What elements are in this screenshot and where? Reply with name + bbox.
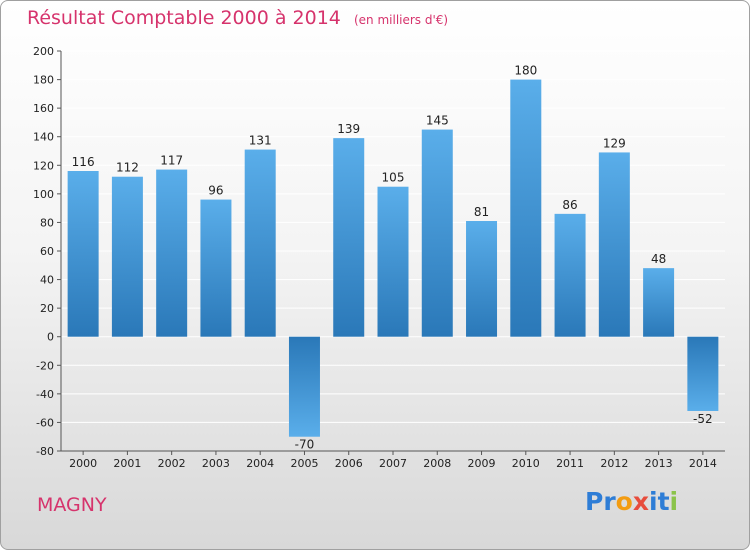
data-label: 180 <box>514 64 537 78</box>
bar-2005 <box>288 336 320 437</box>
bar-2002 <box>156 169 188 337</box>
town-name: MAGNY <box>37 494 107 516</box>
x-tick-label: 2013 <box>645 457 673 470</box>
data-label: -52 <box>693 412 713 426</box>
bar-2007 <box>377 186 409 337</box>
x-tick-label: 2007 <box>379 457 407 470</box>
x-tick-label: 2014 <box>689 457 717 470</box>
x-tick-label: 2004 <box>246 457 274 470</box>
data-label: 48 <box>651 252 666 266</box>
bar-2012 <box>598 152 630 337</box>
y-tick-label: -80 <box>36 445 54 458</box>
data-label: 105 <box>382 171 405 185</box>
x-tick-label: 2008 <box>423 457 451 470</box>
proxiti-logo: Proxiti <box>585 487 678 516</box>
bar-2006 <box>333 138 365 337</box>
x-tick-labels: 2000 2001 2002 2003 2004 2005 2006 2007 2008 2009… <box>69 457 717 470</box>
bar-2014 <box>687 336 719 411</box>
bar-2000 <box>67 171 99 337</box>
logo-letter: o <box>615 487 633 516</box>
y-tick-label: -20 <box>36 359 54 372</box>
bar-2003 <box>200 199 232 337</box>
bar-2010 <box>510 79 542 337</box>
data-label: -70 <box>295 438 315 452</box>
bar-2009 <box>466 221 498 337</box>
x-tick-label: 2003 <box>202 457 230 470</box>
y-tick-label: -40 <box>36 388 54 401</box>
data-label: 129 <box>603 136 626 150</box>
y-tick-label: 120 <box>33 159 54 172</box>
y-tick-label: 140 <box>33 131 54 144</box>
y-tick-label: -60 <box>36 416 54 429</box>
data-labels: 116 112 117 96 131 -70 139 105 145 81 180 86 129 48 -5… <box>72 64 713 452</box>
chart-title: Résultat Comptable 2000 à 2014 <box>27 7 341 29</box>
x-tick-label: 2006 <box>335 457 363 470</box>
y-tick-label: 60 <box>40 245 54 258</box>
y-tick-label: 20 <box>40 302 54 315</box>
logo-letter: i <box>649 487 658 516</box>
x-tick-label: 2005 <box>290 457 318 470</box>
data-label: 139 <box>337 122 360 136</box>
x-tick-label: 2012 <box>600 457 628 470</box>
data-label: 131 <box>249 134 272 148</box>
x-tick-label: 2000 <box>69 457 97 470</box>
data-label: 112 <box>116 161 139 175</box>
axes <box>57 50 725 455</box>
x-tick-label: 2010 <box>512 457 540 470</box>
data-label: 81 <box>474 205 489 219</box>
bar-2004 <box>244 149 276 337</box>
data-label: 86 <box>562 198 577 212</box>
logo-letter: P <box>585 487 604 516</box>
logo-letter: x <box>632 487 649 516</box>
y-tick-label: 200 <box>33 45 54 58</box>
y-tick-label: 180 <box>33 74 54 87</box>
logo-letter: t <box>657 487 670 516</box>
bars <box>67 79 719 437</box>
y-tick-label: 40 <box>40 274 54 287</box>
x-tick-label: 2001 <box>113 457 141 470</box>
y-tick-label: 160 <box>33 102 54 115</box>
data-label: 96 <box>208 184 223 198</box>
data-label: 117 <box>160 154 183 168</box>
title-row: Résultat Comptable 2000 à 2014 (en milli… <box>27 7 448 29</box>
y-tick-label: 100 <box>33 188 54 201</box>
x-tick-label: 2002 <box>158 457 186 470</box>
x-tick-label: 2011 <box>556 457 584 470</box>
bar-2013 <box>643 268 675 337</box>
x-tick-label: 2009 <box>468 457 496 470</box>
bar-2011 <box>554 213 586 337</box>
logo-letter: i <box>669 487 679 516</box>
bar-2001 <box>111 176 143 337</box>
y-tick-label: 80 <box>40 216 54 229</box>
y-tick-label: 0 <box>47 331 54 344</box>
bar-2008 <box>421 129 453 337</box>
data-label: 145 <box>426 114 449 128</box>
logo-letter: r <box>603 487 616 516</box>
data-label: 116 <box>72 155 95 169</box>
chart-subtitle: (en milliers d'€) <box>353 13 449 27</box>
